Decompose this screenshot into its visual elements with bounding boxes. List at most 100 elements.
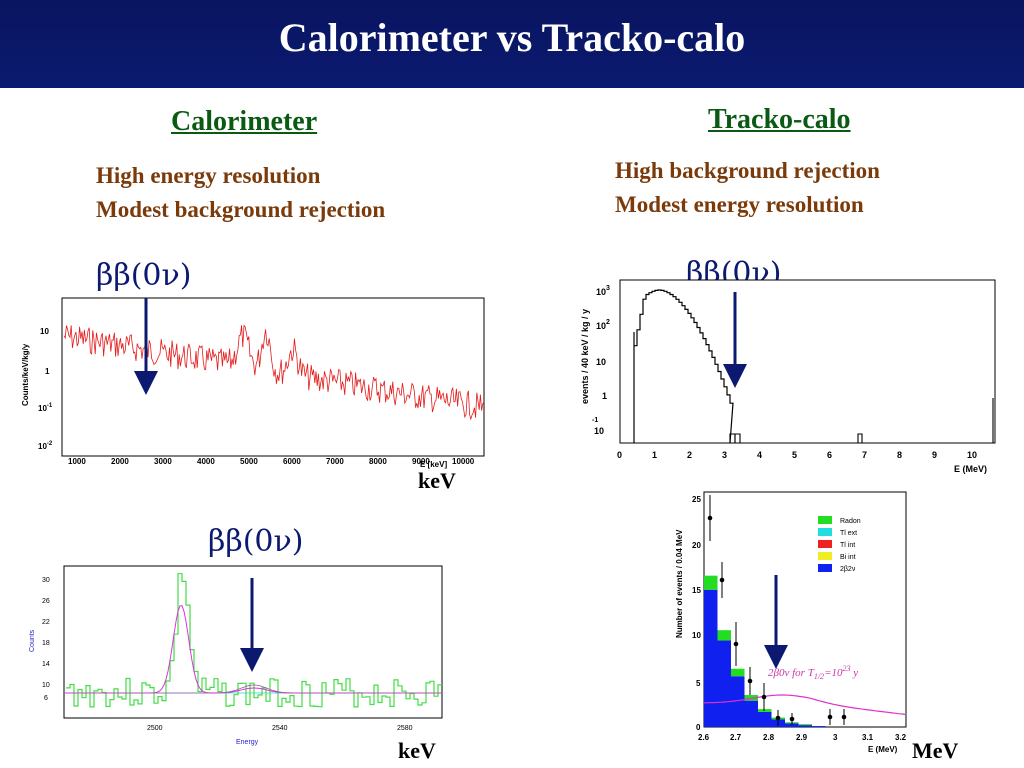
x-tick-label: 1000 — [68, 457, 86, 466]
x-tick-label: 3 — [722, 450, 727, 460]
peak-histogram — [66, 573, 442, 708]
stacked-bar — [744, 700, 758, 727]
y-tick-label: 1 — [602, 391, 607, 401]
data-point — [841, 714, 847, 720]
stacked-bar — [704, 589, 718, 727]
y-tick-label: 5 — [696, 679, 701, 688]
y-tick-label: 30 — [42, 577, 50, 584]
y-tick-label: 14 — [42, 661, 50, 668]
x-tick-label: 4 — [757, 450, 762, 460]
y-tick-label: 10-1 — [592, 417, 604, 436]
legend-swatch — [818, 516, 832, 524]
x-tick-label: 8000 — [369, 457, 387, 466]
y-axis-label: Counts/keV/kg/y — [21, 343, 30, 406]
y-tick-label: 1 — [45, 367, 50, 376]
y-ticks: 30 26 22 18 14 10 6 — [42, 577, 50, 702]
legend-swatch — [818, 528, 832, 536]
x-tick-label: 2 — [687, 450, 692, 460]
y-tick-label: 102 — [596, 319, 610, 331]
data-point — [707, 515, 713, 521]
y-tick-label: 10 — [42, 682, 50, 689]
data-point — [827, 714, 833, 720]
x-tick-label: 9000 — [412, 457, 430, 466]
stacked-bar — [744, 695, 758, 701]
stacked-bar — [758, 709, 772, 712]
tracko-calo-spectrum-plot: events / 40 keV / kg / y 103 102 10 1 10… — [580, 279, 996, 474]
feature-line: Modest background rejection — [96, 197, 386, 222]
x-tick-label: 8 — [897, 450, 902, 460]
stacked-bar — [812, 726, 826, 727]
y-ticks: 25 20 15 10 5 0 — [692, 495, 701, 732]
x-tick-label: 5 — [792, 450, 797, 460]
y-tick-label: 20 — [692, 541, 701, 550]
legend-label: Tl int — [840, 542, 855, 549]
y-tick-label: 26 — [42, 598, 50, 605]
signal-curve — [704, 694, 906, 715]
stacked-bar — [785, 723, 799, 727]
data-points — [707, 495, 847, 726]
x-tick-label: 4000 — [197, 457, 215, 466]
y-ticks: 10 1 10-1 10-2 — [38, 327, 53, 451]
legend-swatch — [818, 540, 832, 548]
data-point — [733, 641, 739, 647]
y-ticks: 103 102 10 1 10-1 — [592, 285, 610, 436]
x-tick-label: 2000 — [111, 457, 129, 466]
x-tick-label: 10 — [967, 450, 977, 460]
x-tick-label: 1 — [652, 450, 657, 460]
y-axis-label: Number of events / 0.04 MeV — [675, 529, 684, 638]
bb0v-label: ββ(0ν) — [96, 258, 192, 293]
legend: Radon Tl ext Tl int Bi int 2β2ν — [818, 516, 861, 573]
plot-frame — [619, 279, 996, 444]
legend-label: Radon — [840, 518, 861, 525]
isolated-bins — [729, 398, 994, 443]
calorimeter-spectrum-plot: Counts/keV/kg/y 10 1 10-1 10-2 1000 2000… — [21, 297, 485, 469]
stacked-bar — [717, 630, 731, 641]
y-tick-label: 10 — [692, 631, 701, 640]
data-point — [789, 716, 795, 722]
background-spectrum-line — [63, 324, 485, 421]
unit-label: keV — [398, 738, 436, 763]
data-point — [719, 577, 725, 583]
x-tick-label: 7 — [862, 450, 867, 460]
y-tick-label: 15 — [692, 586, 701, 595]
x-tick-label: 5000 — [240, 457, 258, 466]
x-ticks: 2500 2540 2580 — [147, 725, 413, 732]
x-tick-label: 7000 — [326, 457, 344, 466]
x-tick-label: 3000 — [154, 457, 172, 466]
bb0v-label: ββ(0ν) — [208, 524, 304, 559]
y-tick-label: 10 — [596, 357, 606, 367]
isolated-bin — [857, 433, 863, 443]
x-tick-label: 10000 — [452, 457, 475, 466]
x-tick-label: 2580 — [397, 725, 413, 732]
x-tick-label: 9 — [932, 450, 937, 460]
isolated-bin — [734, 433, 741, 443]
x-tick-label: 6 — [827, 450, 832, 460]
tracko-calo-features: High background rejection Modest energy … — [615, 154, 880, 222]
x-tick-label: 3.2 — [895, 733, 907, 742]
legend-label: 2β2ν — [840, 566, 856, 573]
x-axis-label: E [keV] — [420, 460, 447, 469]
calorimeter-heading: Calorimeter — [171, 106, 318, 137]
x-tick-label: 2540 — [272, 725, 288, 732]
x-ticks: 2.6 2.7 2.8 2.9 3 3.1 3.2 — [698, 733, 907, 742]
data-point — [761, 694, 767, 700]
x-tick-label: 0 — [617, 450, 622, 460]
legend-label: Bi int — [840, 554, 856, 561]
x-ticks: 1000 2000 3000 4000 5000 6000 7000 8000 … — [68, 457, 475, 466]
tracko-calo-spectrum-line — [633, 289, 734, 444]
slide-title: Calorimeter vs Tracko-calo — [278, 15, 746, 60]
x-tick-label: 2500 — [147, 725, 163, 732]
stacked-bar — [731, 668, 745, 677]
x-tick-label: 3 — [833, 733, 838, 742]
legend-swatch — [818, 564, 832, 572]
x-tick-label: 3.1 — [862, 733, 874, 742]
title-bar: Calorimeter vs Tracko-calo — [0, 0, 1024, 88]
x-axis-label: E (MeV) — [868, 745, 898, 754]
signal-fit-curve — [64, 684, 442, 694]
y-tick-label: 18 — [42, 640, 50, 647]
x-tick-label: 2.8 — [763, 733, 775, 742]
tracko-calo-stacked-plot: Number of events / 0.04 MeV 25 20 15 10 … — [675, 491, 907, 754]
y-tick-label: 25 — [692, 495, 701, 504]
tracko-calo-heading: Tracko-calo — [708, 104, 851, 135]
